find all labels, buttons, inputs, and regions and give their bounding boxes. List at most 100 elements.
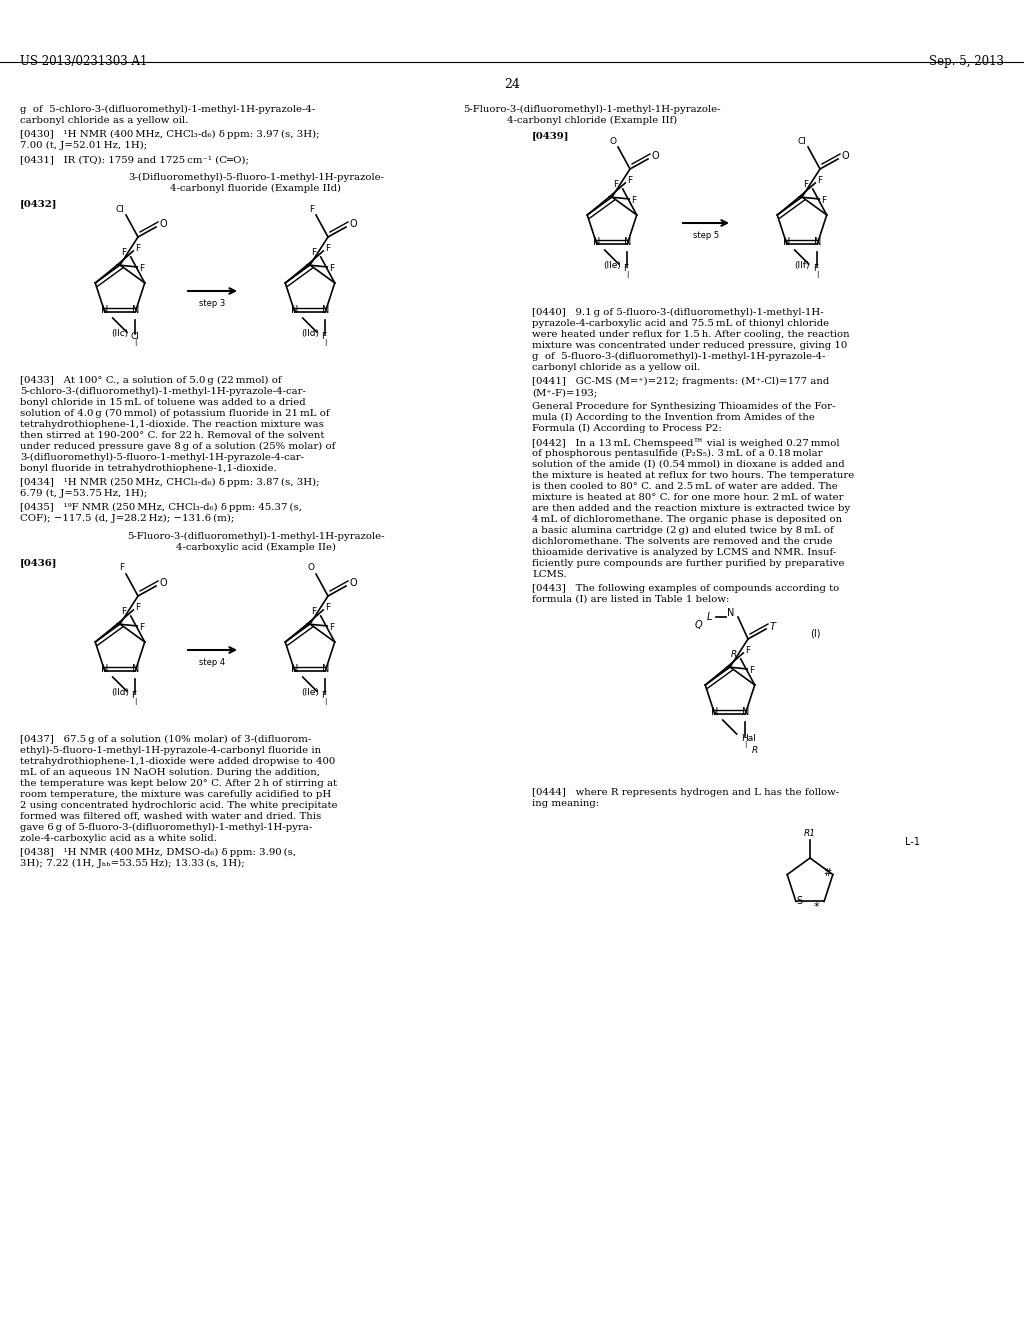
Text: 6.79 (t, J=53.75 Hz, 1H);: 6.79 (t, J=53.75 Hz, 1H); [20,488,147,498]
Text: [0432]: [0432] [20,199,57,209]
Text: LCMS.: LCMS. [532,570,566,579]
Text: F: F [813,264,818,272]
Text: formula (I) are listed in Table 1 below:: formula (I) are listed in Table 1 below: [532,595,729,605]
Text: formed was filtered off, washed with water and dried. This: formed was filtered off, washed with wat… [20,812,322,821]
Text: General Procedure for Synthesizing Thioamides of the For-: General Procedure for Synthesizing Thioa… [532,403,836,411]
Text: bonyl fluoride in tetrahydrothiophene-1,1-dioxide.: bonyl fluoride in tetrahydrothiophene-1,… [20,465,276,473]
Text: COF); −117.5 (d, J=28.2 Hz); −131.6 (m);: COF); −117.5 (d, J=28.2 Hz); −131.6 (m); [20,513,234,523]
Text: mula (I) According to the Invention from Amides of the: mula (I) According to the Invention from… [532,413,815,422]
Text: under reduced pressure gave 8 g of a solution (25% molar) of: under reduced pressure gave 8 g of a sol… [20,442,336,451]
Text: ing meaning:: ing meaning: [532,799,599,808]
Text: 4 mL of dichloromethane. The organic phase is deposited on: 4 mL of dichloromethane. The organic pha… [532,515,842,524]
Text: [0434]   ¹H NMR (250 MHz, CHCl₃-d₆) δ ppm: 3.87 (s, 3H);: [0434] ¹H NMR (250 MHz, CHCl₃-d₆) δ ppm:… [20,478,319,487]
Text: ethyl)-5-fluoro-1-methyl-1H-pyrazole-4-carbonyl fluoride in: ethyl)-5-fluoro-1-methyl-1H-pyrazole-4-c… [20,746,322,755]
Text: *: * [813,903,819,912]
Text: |: | [134,697,136,705]
Text: O: O [349,578,356,587]
Text: Hal: Hal [740,734,756,743]
Text: solution of the amide (I) (0.54 mmol) in dioxane is added and: solution of the amide (I) (0.54 mmol) in… [532,459,845,469]
Text: (IIe): (IIe) [603,261,621,271]
Text: N: N [624,238,631,247]
Text: 4-carboxylic acid (Example IIe): 4-carboxylic acid (Example IIe) [176,543,336,552]
Text: [0438]   ¹H NMR (400 MHz, DMSO-d₆) δ ppm: 3.90 (s,: [0438] ¹H NMR (400 MHz, DMSO-d₆) δ ppm: … [20,847,296,857]
Text: |: | [816,271,818,277]
Text: Sep. 5, 2013: Sep. 5, 2013 [929,55,1004,69]
Text: mixture was concentrated under reduced pressure, giving 10: mixture was concentrated under reduced p… [532,341,847,350]
Text: mixture is heated at 80° C. for one more hour. 2 mL of water: mixture is heated at 80° C. for one more… [532,492,844,502]
Text: F: F [311,607,316,616]
Text: 4-carbonyl chloride (Example IIf): 4-carbonyl chloride (Example IIf) [507,116,677,125]
Text: F: F [623,264,628,272]
Text: Q: Q [694,620,701,630]
Text: N: N [291,305,298,315]
Text: g  of  5-fluoro-3-(difluoromethyl)-1-methyl-1H-pyrazole-4-: g of 5-fluoro-3-(difluoromethyl)-1-methy… [532,352,825,362]
Text: 7.00 (t, J=52.01 Hz, 1H);: 7.00 (t, J=52.01 Hz, 1H); [20,141,147,150]
Text: tetrahydrothiophene-1,1-dioxide were added dropwise to 400: tetrahydrothiophene-1,1-dioxide were add… [20,756,335,766]
Text: Cl: Cl [797,136,806,145]
Text: (IIe): (IIe) [301,688,318,697]
Text: mL of an aqueous 1N NaOH solution. During the addition,: mL of an aqueous 1N NaOH solution. Durin… [20,768,319,777]
Text: F: F [628,177,633,186]
Text: 3-(difluoromethyl)-5-fluoro-1-methyl-1H-pyrazole-4-car-: 3-(difluoromethyl)-5-fluoro-1-methyl-1H-… [20,453,304,462]
Text: [0440]   9.1 g of 5-fluoro-3-(difluoromethyl)-1-methyl-1H-: [0440] 9.1 g of 5-fluoro-3-(difluorometh… [532,308,823,317]
Text: N: N [291,664,298,675]
Text: T: T [770,622,776,632]
Text: F: F [745,647,751,656]
Text: F: F [330,264,335,273]
Text: F: F [122,248,127,257]
Text: Formula (I) According to Process P2:: Formula (I) According to Process P2: [532,424,722,433]
Text: O: O [159,578,167,587]
Text: S: S [797,896,803,907]
Text: step 4: step 4 [200,657,225,667]
Text: L: L [707,612,712,622]
Text: (M⁺-F)=193;: (M⁺-F)=193; [532,388,597,397]
Text: F: F [817,177,822,186]
Text: pyrazole-4-carboxylic acid and 75.5 mL of thionyl chloride: pyrazole-4-carboxylic acid and 75.5 mL o… [532,319,829,327]
Text: N: N [132,305,139,315]
Text: ficiently pure compounds are further purified by preparative: ficiently pure compounds are further pur… [532,558,845,568]
Text: g  of  5-chloro-3-(difluoromethyl)-1-methyl-1H-pyrazole-4-: g of 5-chloro-3-(difluoromethyl)-1-methy… [20,106,315,114]
Text: R: R [752,746,758,755]
Text: [0430]   ¹H NMR (400 MHz, CHCl₃-d₆) δ ppm: 3.97 (s, 3H);: [0430] ¹H NMR (400 MHz, CHCl₃-d₆) δ ppm:… [20,129,319,139]
Text: [0444]   where R represents hydrogen and L has the follow-: [0444] where R represents hydrogen and L… [532,788,839,797]
Text: Cl: Cl [131,331,139,341]
Text: R: R [730,651,736,660]
Text: step 3: step 3 [200,300,225,308]
Text: [0439]: [0439] [532,131,569,140]
Text: (IIc): (IIc) [112,329,129,338]
Text: N: N [814,238,821,247]
Text: N: N [593,238,600,247]
Text: L-1: L-1 [905,837,920,847]
Text: F: F [750,667,755,676]
Text: F: F [139,264,144,273]
Text: carbonyl chloride as a yellow oil.: carbonyl chloride as a yellow oil. [20,116,188,125]
Text: [0442]   In a 13 mL Chemspeed™ vial is weighed 0.27 mmol: [0442] In a 13 mL Chemspeed™ vial is wei… [532,438,840,447]
Text: 24: 24 [504,78,520,91]
Text: zole-4-carboxylic acid as a white solid.: zole-4-carboxylic acid as a white solid. [20,834,217,843]
Text: N: N [322,305,329,315]
Text: |: | [324,338,327,346]
Text: F: F [321,331,326,341]
Text: thioamide derivative is analyzed by LCMS and NMR. Insuf-: thioamide derivative is analyzed by LCMS… [532,548,837,557]
Text: are then added and the reaction mixture is extracted twice by: are then added and the reaction mixture … [532,504,850,513]
Text: F: F [309,205,314,214]
Text: 4-carbonyl fluoride (Example IId): 4-carbonyl fluoride (Example IId) [171,183,341,193]
Text: US 2013/0231303 A1: US 2013/0231303 A1 [20,55,147,69]
Text: (IId): (IId) [111,688,129,697]
Text: tetrahydrothiophene-1,1-dioxide. The reaction mixture was: tetrahydrothiophene-1,1-dioxide. The rea… [20,420,324,429]
Text: N: N [101,664,109,675]
Text: F: F [311,248,316,257]
Text: step 5: step 5 [693,231,719,240]
Text: dichloromethane. The solvents are removed and the crude: dichloromethane. The solvents are remove… [532,537,833,546]
Text: 2 using concentrated hydrochloric acid. The white precipitate: 2 using concentrated hydrochloric acid. … [20,801,338,810]
Text: the temperature was kept below 20° C. After 2 h of stirring at: the temperature was kept below 20° C. Af… [20,779,337,788]
Text: #: # [822,867,830,878]
Text: [0431]   IR (TQ): 1759 and 1725 cm⁻¹ (C═O);: [0431] IR (TQ): 1759 and 1725 cm⁻¹ (C═O)… [20,154,249,164]
Text: F: F [326,603,331,612]
Text: F: F [821,197,826,206]
Text: 5-chloro-3-(difluoromethyl)-1-methyl-1H-pyrazole-4-car-: 5-chloro-3-(difluoromethyl)-1-methyl-1H-… [20,387,306,396]
Text: O: O [651,150,658,161]
Text: N: N [132,664,139,675]
Text: (IIf): (IIf) [795,261,810,271]
Text: |: | [134,338,136,346]
